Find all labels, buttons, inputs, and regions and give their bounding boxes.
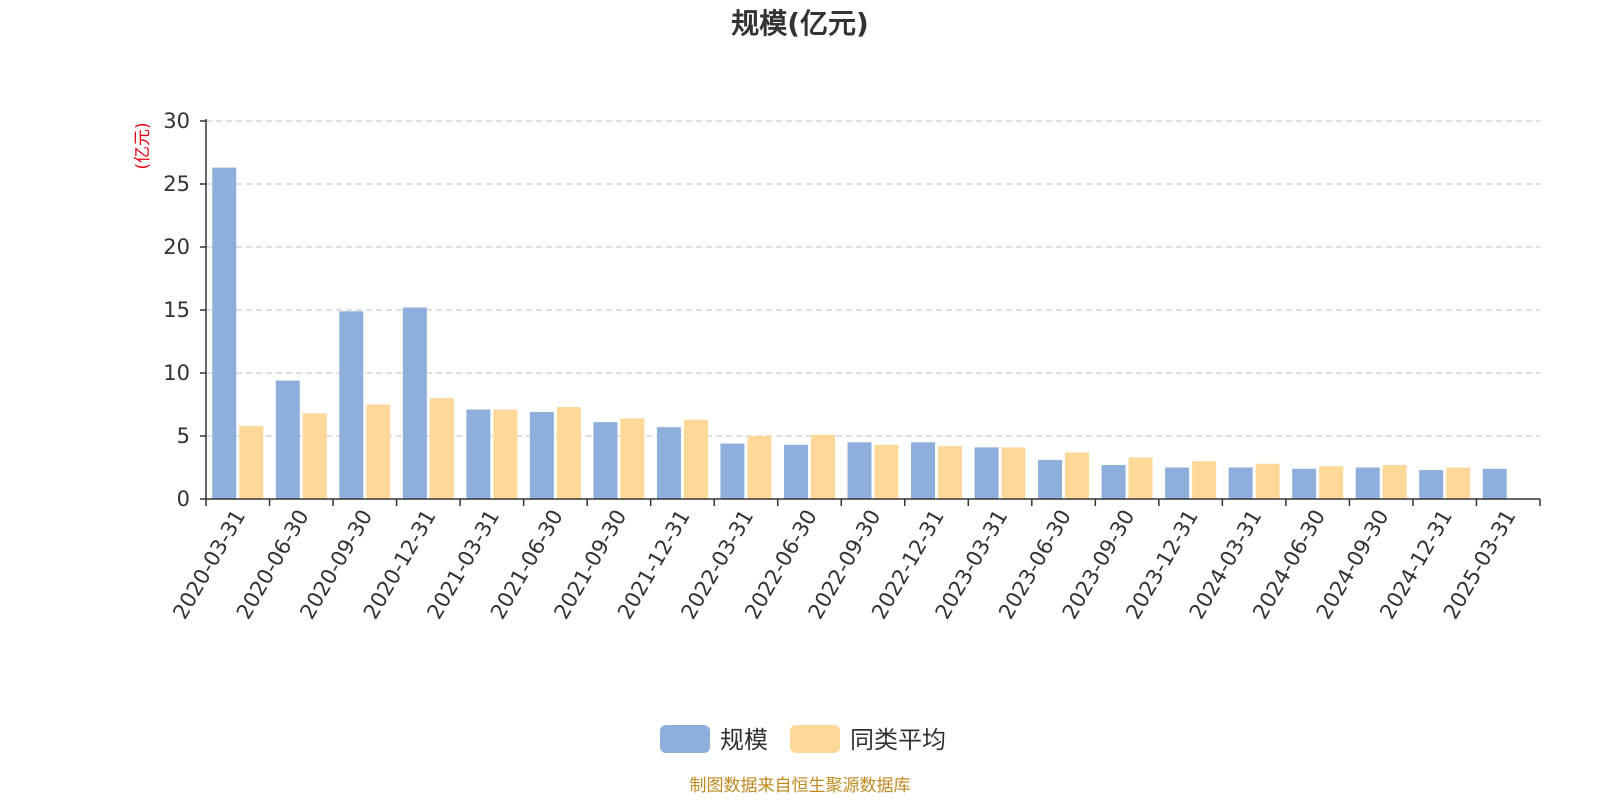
bar-scale[interactable] bbox=[466, 409, 491, 499]
bar-scale[interactable] bbox=[656, 427, 681, 499]
bar-peer-average[interactable] bbox=[366, 404, 391, 500]
bar-peer-average[interactable] bbox=[556, 407, 581, 499]
bar-scale[interactable] bbox=[720, 443, 745, 499]
bar-scale[interactable] bbox=[339, 311, 364, 499]
bars bbox=[212, 167, 1507, 500]
bar-peer-average[interactable] bbox=[493, 409, 518, 499]
bar-peer-average[interactable] bbox=[620, 418, 645, 499]
bar-peer-average[interactable] bbox=[938, 446, 963, 499]
legend-swatch-peer-average[interactable] bbox=[790, 725, 840, 753]
y-axis-unit-label: (亿元) bbox=[133, 122, 153, 169]
y-tick-label: 0 bbox=[177, 487, 190, 511]
y-tick-label: 15 bbox=[163, 298, 190, 322]
bar-peer-average[interactable] bbox=[1446, 467, 1471, 500]
bar-scale[interactable] bbox=[974, 447, 999, 499]
y-tick-label: 20 bbox=[163, 235, 190, 259]
bar-scale[interactable] bbox=[1038, 459, 1063, 499]
bar-peer-average[interactable] bbox=[429, 398, 454, 499]
y-tick-label: 5 bbox=[177, 424, 190, 448]
y-axis-ticks: 0 5 10 15 20 25 30 bbox=[163, 109, 206, 511]
bar-scale[interactable] bbox=[402, 307, 427, 499]
bar-peer-average[interactable] bbox=[874, 444, 899, 499]
legend-swatch-scale[interactable] bbox=[660, 725, 710, 753]
bar-peer-average[interactable] bbox=[1382, 464, 1407, 499]
bar-peer-average[interactable] bbox=[1192, 461, 1217, 499]
bar-peer-average[interactable] bbox=[1319, 466, 1344, 499]
bar-peer-average[interactable] bbox=[1255, 463, 1280, 499]
chart-title: 规模(亿元) bbox=[731, 7, 869, 40]
y-tick-label: 30 bbox=[163, 109, 190, 133]
data-source-note: 制图数据来自恒生聚源数据库 bbox=[690, 776, 911, 796]
bar-peer-average[interactable] bbox=[810, 434, 835, 499]
bar-scale[interactable] bbox=[1355, 467, 1380, 500]
bar-scale[interactable] bbox=[1482, 468, 1507, 499]
bar-peer-average[interactable] bbox=[239, 425, 264, 499]
bar-peer-average[interactable] bbox=[683, 419, 708, 499]
gridlines bbox=[206, 120, 1540, 437]
bar-peer-average[interactable] bbox=[747, 436, 772, 499]
bar-scale[interactable] bbox=[275, 380, 300, 499]
bar-peer-average[interactable] bbox=[1001, 447, 1026, 499]
bar-peer-average[interactable] bbox=[302, 413, 327, 499]
bar-scale[interactable] bbox=[529, 412, 554, 499]
bar-scale[interactable] bbox=[593, 422, 618, 499]
bar-scale[interactable] bbox=[847, 442, 872, 499]
x-axis-ticks: 2020-03-312020-06-302020-09-302020-12-31… bbox=[168, 499, 1541, 623]
bar-peer-average[interactable] bbox=[1128, 457, 1153, 499]
bar-scale[interactable] bbox=[1165, 467, 1190, 500]
bar-scale[interactable] bbox=[1419, 470, 1444, 499]
bar-peer-average[interactable] bbox=[1065, 452, 1090, 499]
bar-scale[interactable] bbox=[1292, 468, 1317, 499]
bar-scale[interactable] bbox=[1101, 464, 1126, 499]
legend: 规模 同类平均 bbox=[660, 725, 946, 754]
legend-label-scale[interactable]: 规模 bbox=[720, 726, 768, 754]
bar-scale[interactable] bbox=[212, 167, 237, 499]
y-tick-label: 25 bbox=[163, 172, 190, 196]
y-tick-label: 10 bbox=[163, 361, 190, 385]
bar-scale[interactable] bbox=[1228, 467, 1253, 500]
bar-scale[interactable] bbox=[911, 442, 936, 499]
bar-scale[interactable] bbox=[783, 444, 808, 499]
legend-label-peer-average[interactable]: 同类平均 bbox=[850, 726, 946, 754]
